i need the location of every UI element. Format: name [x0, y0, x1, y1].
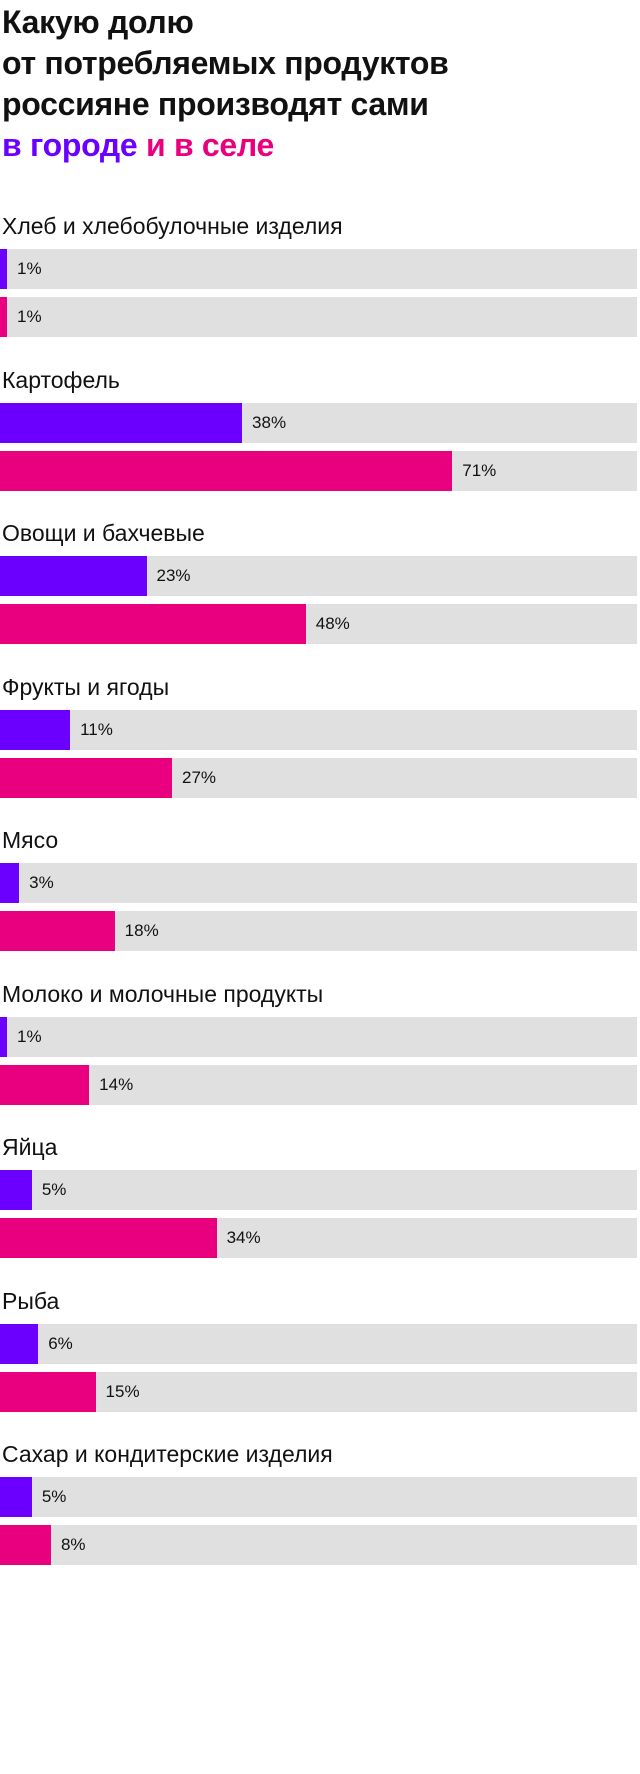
bar-track-village: 1% — [0, 297, 637, 337]
bar-track-village: 8% — [0, 1525, 637, 1565]
data-label: 1% — [17, 1026, 42, 1046]
category-label: Овощи и бахчевые — [2, 520, 205, 546]
bar-track-city: 1% — [0, 1016, 637, 1057]
title-legend-line: в городе и в селе — [0, 125, 640, 166]
bar-city — [0, 249, 7, 289]
bar-track-city: 5% — [0, 1170, 637, 1210]
bar-village — [0, 1064, 90, 1105]
bar-city — [0, 863, 20, 903]
bar-city — [0, 1170, 32, 1210]
data-label: 23% — [156, 566, 191, 585]
data-label: 48% — [315, 614, 350, 633]
bar-village — [0, 604, 306, 644]
bar-village — [0, 1218, 217, 1258]
data-label: 14% — [99, 1074, 134, 1094]
bar-track-city: 3% — [0, 863, 637, 903]
data-label: 15% — [105, 1381, 140, 1401]
data-label: 71% — [462, 460, 497, 480]
data-label: 34% — [226, 1228, 261, 1247]
data-label: 27% — [181, 767, 217, 787]
bar-city — [0, 1323, 39, 1364]
bar-track-city: 1% — [0, 249, 637, 289]
bar-track-city: 11% — [0, 709, 637, 750]
bar-track-city: 23% — [0, 556, 637, 596]
bar-track-village: 27% — [0, 757, 637, 798]
bar-track-village: 34% — [0, 1218, 637, 1258]
bar-track-village: 18% — [0, 911, 637, 951]
data-label: 38% — [252, 412, 287, 432]
category-label: Рыба — [2, 1287, 60, 1314]
data-label: 5% — [41, 1487, 67, 1506]
category-label: Сахар и кондитерские изделия — [2, 1441, 333, 1467]
bar-city — [0, 709, 71, 750]
bar-track-city: 5% — [0, 1477, 637, 1517]
bar-track-village: 15% — [0, 1371, 637, 1412]
bar-village — [0, 450, 453, 491]
chart-title: Какую долю от потребляемых продуктов рос… — [0, 0, 640, 166]
data-label: 6% — [48, 1333, 73, 1353]
data-label: 5% — [41, 1180, 67, 1199]
data-label: 1% — [17, 307, 42, 326]
bar-village — [0, 911, 115, 951]
category-label: Яйца — [2, 1134, 58, 1160]
bar-village — [0, 1371, 96, 1412]
data-label: 3% — [29, 873, 54, 892]
category-label: Хлеб и хлебобулочные изделия — [2, 213, 343, 239]
data-label: 1% — [17, 259, 42, 278]
bar-city — [0, 402, 243, 443]
legend-city: в городе — [2, 127, 138, 163]
category-label: Картофель — [2, 366, 120, 393]
data-label: 11% — [80, 719, 113, 739]
bar-village — [0, 297, 7, 337]
data-label: 8% — [60, 1535, 86, 1554]
bar-village — [0, 1525, 51, 1565]
bar-track-village: 71% — [0, 450, 637, 491]
category-label: Мясо — [2, 827, 59, 853]
bar-track-city: 38% — [0, 402, 637, 443]
category-label: Фрукты и ягоды — [2, 673, 170, 700]
data-label: 18% — [124, 921, 159, 940]
bar-city — [0, 1016, 7, 1057]
bar-city — [0, 556, 147, 596]
bar-track-village: 48% — [0, 604, 637, 644]
title-line-1: Какую долю — [2, 4, 194, 40]
title-line-2: от потребляемых продуктов — [2, 45, 449, 81]
bar-track-village: 14% — [0, 1064, 637, 1105]
bar-track-city: 6% — [0, 1323, 637, 1364]
legend-village: и в селе — [146, 127, 275, 163]
bar-city — [0, 1477, 32, 1517]
category-label: Молоко и молочные продукты — [2, 980, 324, 1007]
title-line-3: россияне производят сами — [2, 86, 429, 122]
bar-village — [0, 757, 172, 798]
